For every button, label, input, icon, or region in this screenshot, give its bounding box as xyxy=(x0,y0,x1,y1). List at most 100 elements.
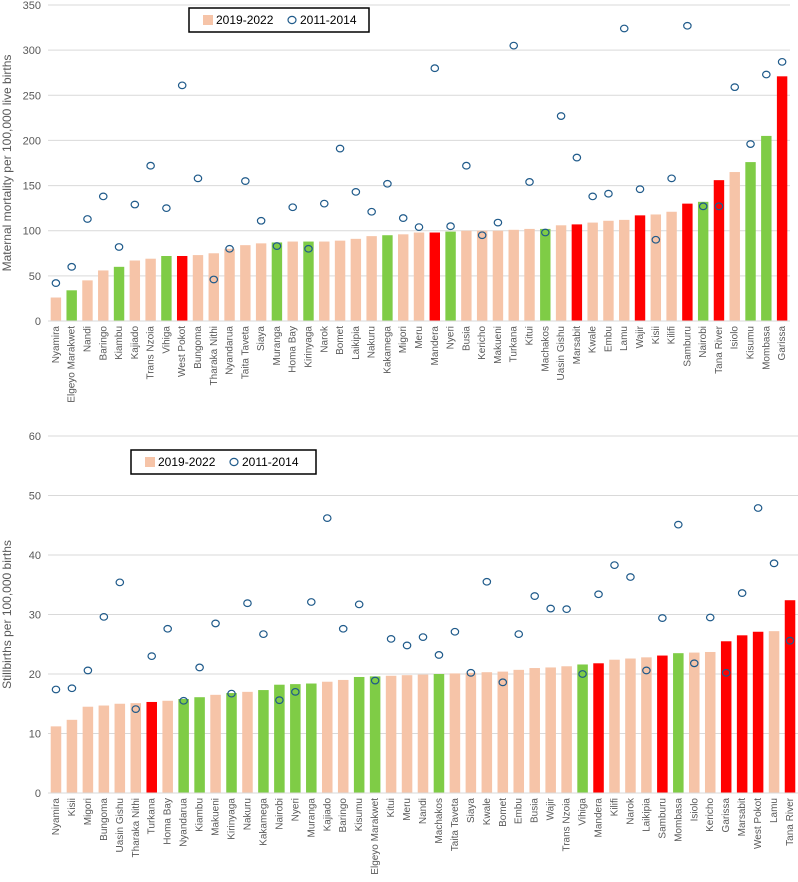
category-label: Marsabit xyxy=(572,326,583,365)
category-label: Kericho xyxy=(477,326,488,360)
point-2011-2014 xyxy=(627,574,634,581)
point-2011-2014 xyxy=(368,208,375,215)
category-label: Kakamega xyxy=(382,326,393,374)
bar-2019-2022 xyxy=(319,242,329,321)
category-label: Muranga xyxy=(272,326,283,366)
bar-2019-2022 xyxy=(130,261,140,321)
category-label: Siaya xyxy=(466,798,477,823)
point-2011-2014 xyxy=(754,505,761,512)
category-label: Nandi xyxy=(418,798,429,824)
category-label: Elgeyo Marakwet xyxy=(67,326,78,403)
category-label: Kitui xyxy=(386,798,397,817)
bar-2019-2022 xyxy=(193,255,203,321)
bar-2019-2022 xyxy=(761,136,771,321)
category-label: Trans Nzoia xyxy=(146,326,157,380)
point-2011-2014 xyxy=(324,515,331,522)
category-label: Mombasa xyxy=(761,326,772,370)
bar-2019-2022 xyxy=(402,675,413,793)
category-label: Kisumu xyxy=(354,798,365,831)
category-label: Kilifi xyxy=(609,798,620,816)
point-2011-2014 xyxy=(415,224,422,231)
category-label: Isiolo xyxy=(730,326,741,350)
category-label: Nyeri xyxy=(446,326,457,349)
bar-2019-2022 xyxy=(256,243,266,321)
bar-2019-2022 xyxy=(82,280,92,321)
bar-2019-2022 xyxy=(306,684,317,793)
category-label: Kajiado xyxy=(130,326,141,360)
point-2011-2014 xyxy=(668,175,675,182)
category-label: Taita Taveta xyxy=(450,798,461,852)
stillbirths-chart: 0102030405060Stillbirths per 100,000 bir… xyxy=(0,420,798,882)
bar-2019-2022 xyxy=(177,256,187,321)
category-label: Taita Taveta xyxy=(240,326,251,380)
point-2011-2014 xyxy=(336,145,343,152)
y-tick-label: 0 xyxy=(35,316,41,328)
bar-2019-2022 xyxy=(290,684,301,793)
category-label: Bungoma xyxy=(193,326,204,369)
category-label: Lamu xyxy=(769,798,780,823)
category-label: Tharaka Nithi xyxy=(131,798,142,857)
bar-2019-2022 xyxy=(242,692,253,793)
bar-2019-2022 xyxy=(303,242,313,321)
bar-2019-2022 xyxy=(354,677,365,793)
point-2011-2014 xyxy=(308,599,315,606)
category-label: Busia xyxy=(461,326,472,351)
category-label: Bungoma xyxy=(99,798,110,841)
bar-2019-2022 xyxy=(161,256,171,321)
category-label: Busia xyxy=(530,798,541,823)
bar-2019-2022 xyxy=(498,672,509,793)
bar-2019-2022 xyxy=(513,670,524,793)
bar-2019-2022 xyxy=(666,212,676,321)
bar-2019-2022 xyxy=(461,231,471,321)
category-label: Kwale xyxy=(482,798,493,826)
category-label: Kiambu xyxy=(195,798,206,832)
category-label: Tana River xyxy=(785,797,796,845)
bar-2019-2022 xyxy=(641,657,652,793)
category-label: Kiambu xyxy=(114,326,125,360)
bar-2019-2022 xyxy=(434,674,445,793)
category-label: Nyandarua xyxy=(179,798,190,847)
category-label: Bomet xyxy=(498,798,509,827)
category-label: Tharaka Nithi xyxy=(209,326,220,385)
point-2011-2014 xyxy=(763,71,770,78)
point-2011-2014 xyxy=(242,178,249,185)
category-label: Homa Bay xyxy=(288,326,299,373)
bar-2019-2022 xyxy=(603,221,613,321)
point-2011-2014 xyxy=(212,620,219,627)
point-2011-2014 xyxy=(115,244,122,251)
category-label: Baringo xyxy=(338,798,349,833)
point-2011-2014 xyxy=(515,631,522,638)
point-2011-2014 xyxy=(340,625,347,632)
point-2011-2014 xyxy=(260,631,267,638)
bar-2019-2022 xyxy=(258,690,269,793)
category-label: Garissa xyxy=(721,798,732,833)
y-tick-label: 40 xyxy=(29,550,41,562)
point-2011-2014 xyxy=(526,179,533,186)
bar-2019-2022 xyxy=(194,697,205,793)
bar-2019-2022 xyxy=(131,703,142,793)
bar-2019-2022 xyxy=(482,672,493,793)
category-label: Kitui xyxy=(525,326,536,345)
bar-2019-2022 xyxy=(619,220,629,321)
bar-2019-2022 xyxy=(66,290,76,321)
bar-2019-2022 xyxy=(240,245,250,321)
point-2011-2014 xyxy=(289,204,296,211)
point-2011-2014 xyxy=(747,141,754,148)
bar-2019-2022 xyxy=(572,224,582,321)
bar-2019-2022 xyxy=(145,259,155,321)
category-label: Nairobi xyxy=(698,326,709,358)
bar-2019-2022 xyxy=(657,656,668,793)
bar-2019-2022 xyxy=(351,239,361,321)
bar-2019-2022 xyxy=(593,663,604,793)
bar-2019-2022 xyxy=(67,720,78,793)
category-label: Turkana xyxy=(509,326,520,363)
point-2011-2014 xyxy=(431,65,438,72)
point-2011-2014 xyxy=(595,591,602,598)
category-label: Siaya xyxy=(256,326,267,351)
bar-2019-2022 xyxy=(529,668,540,793)
category-label: Nakuru xyxy=(367,326,378,358)
bar-2019-2022 xyxy=(609,660,620,793)
category-label: Baringo xyxy=(98,326,109,361)
bar-2019-2022 xyxy=(689,653,700,793)
category-label: Mandera xyxy=(430,326,441,366)
